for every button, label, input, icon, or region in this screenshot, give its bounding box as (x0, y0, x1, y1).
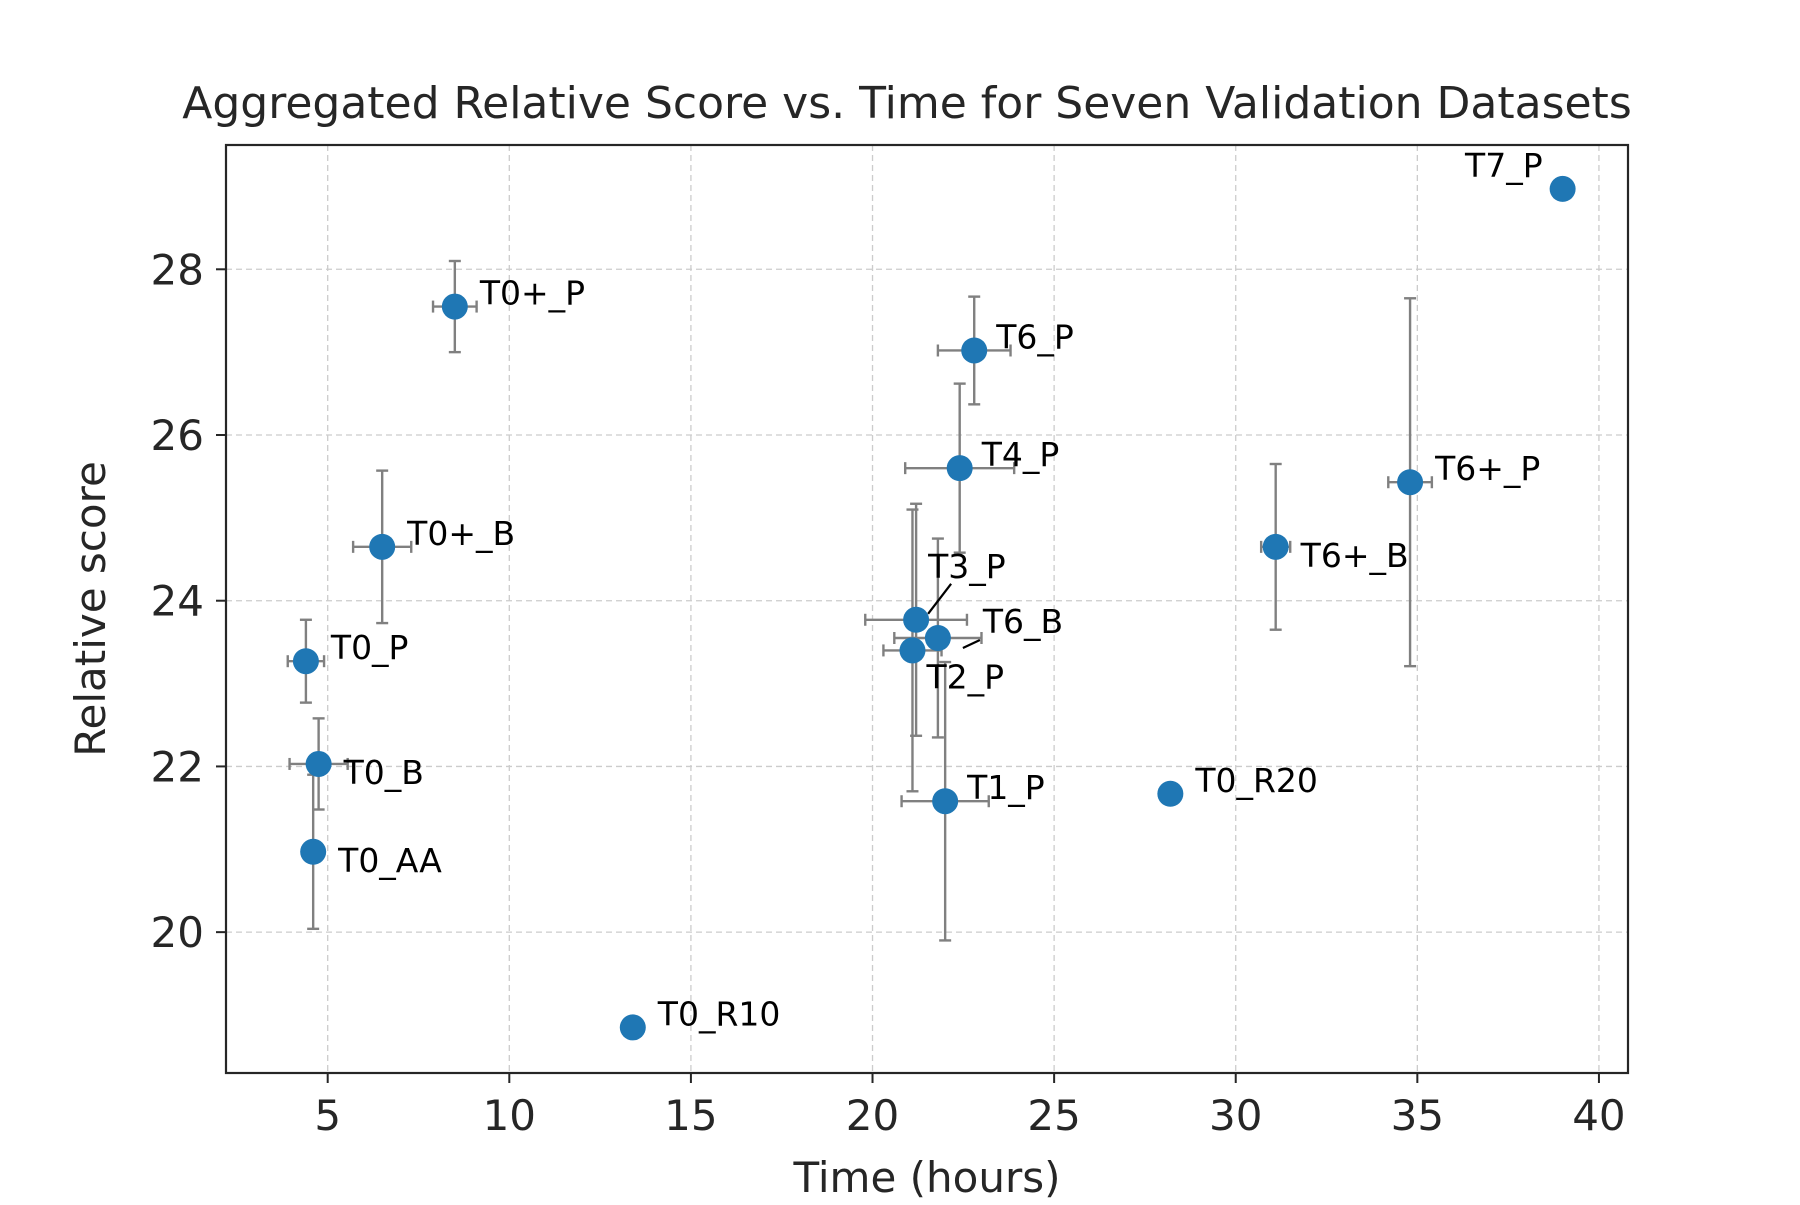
axis-ticks: 5 10 15 20 25 30 35 40 20 22 24 26 28 (151, 245, 1626, 1140)
point-label: T4_P (981, 435, 1060, 474)
y-tick-label: 24 (151, 577, 204, 626)
data-point (946, 455, 973, 482)
point-label: T7_P (1464, 146, 1543, 185)
data-point (903, 606, 930, 633)
point-label: T0_P (330, 628, 409, 667)
data-point (932, 788, 959, 815)
x-tick-label: 10 (483, 1091, 536, 1140)
data-point (619, 1014, 646, 1041)
label-leader (927, 583, 952, 615)
x-tick-label: 15 (664, 1091, 717, 1140)
x-axis-label: Time (hours) (793, 1153, 1061, 1200)
point-label: T0_R20 (1194, 761, 1318, 800)
data-point (369, 533, 396, 560)
data-point (961, 337, 988, 364)
point-label: T0_B (343, 753, 424, 792)
point-labels: T0+_P T0+_B T0_P T0_B T0_AA T0_R10 T6_P T4_P T3_… (330, 146, 1543, 1034)
point-label: T0_AA (337, 841, 442, 880)
y-axis-label: Relative score (66, 461, 115, 757)
data-point (441, 293, 468, 320)
point-label: T2_P (925, 657, 1004, 696)
point-label: T6+_P (1434, 449, 1540, 488)
point-label: T3_P (927, 547, 1006, 586)
point-label: T6_P (995, 317, 1074, 356)
point-label: T0+_B (406, 514, 515, 553)
x-tick-label: 5 (314, 1091, 341, 1140)
y-tick-label: 20 (151, 908, 204, 957)
data-point (1549, 175, 1576, 202)
point-label: T1_P (966, 768, 1045, 807)
grid-lines (226, 145, 1628, 1073)
point-label: T0_R10 (657, 994, 781, 1033)
data-point (305, 750, 332, 777)
data-point (924, 625, 951, 651)
y-tick-label: 22 (151, 742, 204, 791)
x-tick-label: 35 (1391, 1091, 1444, 1140)
data-point (300, 838, 327, 865)
point-label: T6+_B (1300, 536, 1409, 575)
x-tick-label: 25 (1027, 1091, 1080, 1140)
x-tick-label: 30 (1209, 1091, 1262, 1140)
y-tick-label: 26 (151, 411, 204, 460)
data-point (1262, 533, 1289, 560)
x-tick-label: 40 (1572, 1091, 1625, 1140)
data-points (292, 175, 1576, 1041)
data-point (899, 637, 926, 664)
data-point (1157, 780, 1184, 807)
data-point (292, 648, 319, 675)
data-point (1397, 469, 1424, 496)
chart-title: Aggregated Relative Score vs. Time for S… (182, 78, 1632, 129)
label-leader (962, 639, 981, 649)
x-tick-label: 20 (846, 1091, 899, 1140)
point-label: T0+_P (479, 274, 585, 313)
point-label: T6_B (982, 602, 1063, 641)
y-tick-label: 28 (151, 245, 204, 294)
plot-frame (224, 143, 1630, 1075)
label-leaders (927, 583, 981, 649)
